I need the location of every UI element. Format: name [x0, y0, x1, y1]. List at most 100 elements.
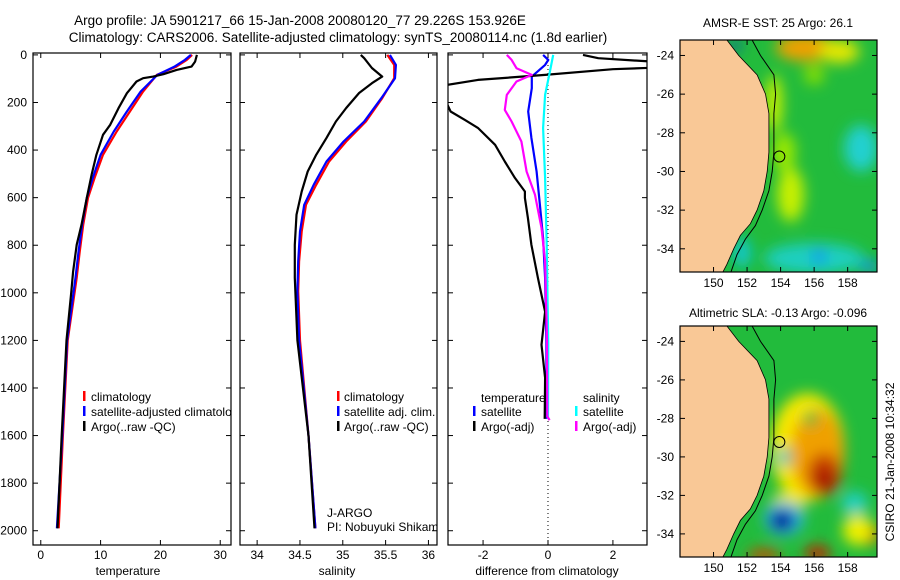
anomaly-field: [730, 40, 877, 272]
x-tick-label: 30: [214, 548, 228, 562]
field-patch: [812, 248, 826, 265]
sla-map-title: Altimetric SLA: -0.13 Argo: -0.096: [689, 306, 867, 320]
salinity-axis-label: salinity: [319, 564, 356, 578]
argo-position-marker: [773, 436, 786, 449]
legend-marker-temp-satellite: [473, 406, 476, 416]
x-tick-label: 154: [771, 276, 791, 290]
y-tick-label: 800: [7, 238, 27, 252]
field-patch: [804, 410, 818, 427]
legend-label-satellite: satellite-adjusted climatology: [91, 405, 244, 419]
sst-map-plot-area: [680, 40, 877, 272]
x-tick-label: -2: [478, 548, 489, 562]
legend-label-sal-satellite: satellite: [583, 405, 624, 419]
x-tick-label: 36: [422, 548, 436, 562]
series-satellite-adj-clim-: [296, 54, 397, 529]
difference-legend: temperature salinity satellite Argo(-adj…: [473, 391, 636, 434]
y-tick-label: 0: [20, 48, 27, 62]
series-satellite-adjusted-climatology: [55, 54, 192, 529]
x-tick-label: 158: [838, 276, 858, 290]
y-tick-label: 1000: [0, 286, 27, 300]
salinity-axes: 34 34.5 35 35.5 36: [239, 52, 438, 562]
y-tick-label: 1200: [0, 333, 27, 347]
land-mass: [680, 40, 770, 272]
land-mass: [680, 326, 770, 557]
salinity-legend: climatology satellite adj. clim. Argo(..…: [327, 390, 445, 534]
y-tick-label: -34: [657, 527, 675, 541]
y-tick-label: -26: [657, 87, 675, 101]
shelf-contour: [730, 40, 777, 272]
series-climatology: [297, 54, 396, 529]
x-tick-label: 34: [250, 548, 264, 562]
x-tick-label: 34.5: [288, 548, 312, 562]
x-tick-label: 0: [37, 548, 44, 562]
y-tick-label: 200: [7, 95, 27, 109]
field-patch: [840, 491, 868, 515]
series-argo-raw-qc-: [56, 54, 198, 529]
legend-header-temperature: temperature: [481, 391, 546, 405]
sla-map-axes: 150 152 154 156 158 -24 -26 -28 -30 -32 -34: [657, 325, 878, 575]
footer-stamp: CSIRO 21-Jan-2008 10:34:32: [883, 382, 897, 541]
x-tick-label: 20: [154, 548, 168, 562]
legend-label-climatology: climatology: [91, 390, 151, 404]
legend-marker-argo: [83, 421, 86, 431]
field-patch: [777, 167, 805, 222]
x-tick-label: 2: [610, 548, 617, 562]
temperature-legend: climatology satellite-adjusted climatolo…: [83, 390, 244, 434]
legend-marker-satellite: [337, 406, 340, 416]
x-tick-label: 35.5: [374, 548, 398, 562]
axes-frame: [239, 52, 438, 546]
y-tick-label: -28: [657, 411, 675, 425]
legend-label-temp-argo: Argo(-adj): [481, 420, 534, 434]
y-tick-label: -26: [657, 373, 675, 387]
y-tick-label: 600: [7, 191, 27, 205]
x-tick-label: 158: [838, 561, 858, 575]
pi-annotation: PI: Nobuyuki Shikama: [327, 520, 445, 534]
y-tick-label: -30: [657, 450, 675, 464]
legend-marker-satellite: [83, 406, 86, 416]
series-climatology: [57, 54, 193, 529]
legend-label-argo: Argo(..raw -QC): [344, 420, 429, 434]
legend-label-sal-argo: Argo(-adj): [583, 420, 636, 434]
field-patch: [859, 260, 877, 272]
y-tick-label: -24: [657, 334, 675, 348]
figure-title-line1: Argo profile: JA 5901217_66 15-Jan-2008 …: [74, 13, 526, 28]
legend-label-argo: Argo(..raw -QC): [91, 420, 176, 434]
legend-marker-climatology: [83, 391, 86, 401]
project-annotation: J-ARGO: [327, 506, 372, 520]
series-salinity-satellite: [541, 54, 555, 419]
axes-frame: [32, 52, 232, 546]
x-tick-label: 0: [545, 548, 552, 562]
difference-axis-label: difference from climatology: [475, 564, 618, 578]
x-tick-label: 150: [704, 276, 724, 290]
legend-marker-sal-satellite: [575, 406, 578, 416]
legend-marker-climatology: [337, 391, 340, 401]
y-tick-label: -32: [657, 203, 675, 217]
y-tick-label: 400: [7, 143, 27, 157]
field-patch: [815, 468, 833, 492]
field-patch: [804, 65, 825, 85]
field-patch: [747, 549, 781, 557]
field-patch: [819, 40, 860, 64]
x-tick-label: 10: [94, 548, 108, 562]
legend-marker-sal-argo: [575, 421, 578, 431]
x-tick-label: 154: [771, 561, 791, 575]
anomaly-field: [747, 393, 877, 557]
field-patch: [844, 125, 877, 172]
y-tick-label: 2000: [0, 524, 27, 538]
y-tick-label: 1400: [0, 381, 27, 395]
legend-header-salinity: salinity: [583, 391, 620, 405]
legend-label-temp-satellite: satellite: [481, 405, 522, 419]
field-patch: [774, 512, 790, 529]
field-patch: [733, 237, 751, 269]
difference-plot-area: [448, 53, 647, 545]
field-patch: [777, 447, 791, 467]
y-tick-label: -24: [657, 48, 675, 62]
figure-title-line2: Climatology: CARS2006. Satellite-adjuste…: [69, 30, 608, 45]
salinity-plot-area: [293, 54, 397, 529]
sla-map-plot-area: [680, 326, 877, 557]
y-tick-label: -32: [657, 488, 675, 502]
y-tick-label: -34: [657, 242, 675, 256]
x-tick-label: 156: [804, 561, 824, 575]
legend-marker-temp-argo: [473, 421, 476, 431]
